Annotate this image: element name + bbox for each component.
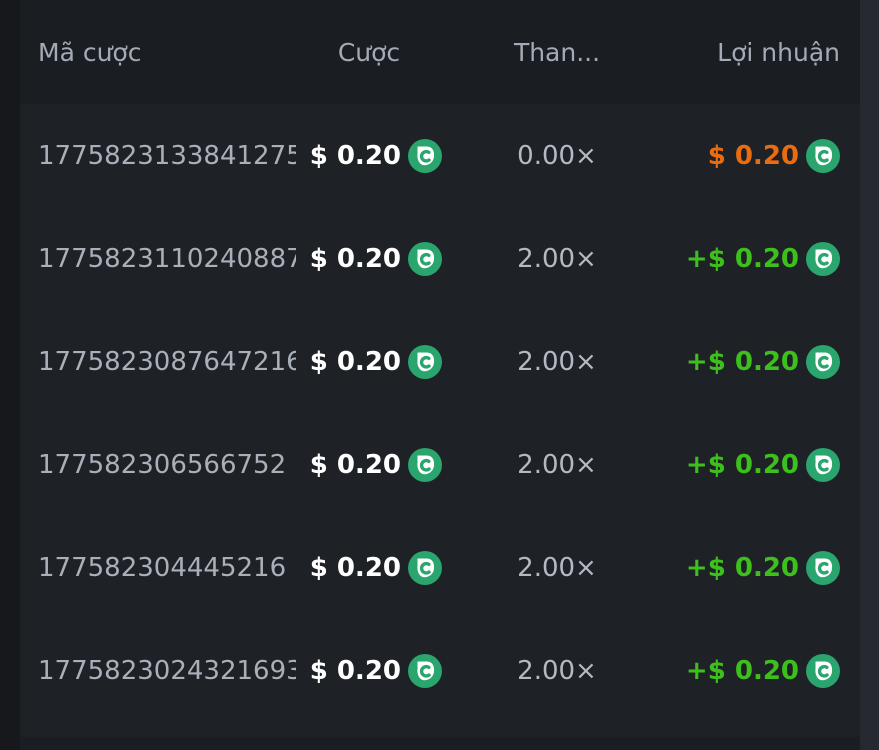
- column-header-payout: Than...: [513, 37, 601, 67]
- bet-amount: $ 0.20: [296, 139, 442, 173]
- coin-icon: [408, 345, 442, 379]
- coin-icon: [806, 551, 840, 585]
- bet-amount: $ 0.20: [296, 551, 442, 585]
- table-bottom-divider: [20, 737, 860, 750]
- bet-history-table: Mã cược Cược Than... Lợi nhuận 177582313…: [20, 0, 860, 750]
- payout-multiplier: 0.00×: [517, 140, 597, 171]
- payout-multiplier: 2.00×: [517, 449, 597, 480]
- left-gutter: [0, 0, 20, 750]
- coin-icon: [408, 551, 442, 585]
- table-body: 1775823133841275 $ 0.20 0.00× $ 0.20 177…: [20, 104, 860, 722]
- coin-icon: [408, 242, 442, 276]
- bet-id: 1775823024321693: [38, 655, 296, 686]
- profit-amount: +$ 0.20: [672, 345, 840, 379]
- table-row[interactable]: 177582304445216 $ 0.20 2.00× +$ 0.20: [20, 516, 860, 619]
- payout-multiplier: 2.00×: [517, 243, 597, 274]
- coin-icon: [408, 654, 442, 688]
- table-row[interactable]: 1775823133841275 $ 0.20 0.00× $ 0.20: [20, 104, 860, 207]
- payout-multiplier: 2.00×: [517, 655, 597, 686]
- column-header-bet: Cược: [337, 37, 401, 67]
- profit-amount: +$ 0.20: [672, 654, 840, 688]
- coin-icon: [806, 448, 840, 482]
- bet-amount: $ 0.20: [296, 654, 442, 688]
- table-header-row: Mã cược Cược Than... Lợi nhuận: [20, 0, 860, 104]
- table-row[interactable]: 1775823110240887 $ 0.20 2.00× +$ 0.20: [20, 207, 860, 310]
- payout-multiplier: 2.00×: [517, 552, 597, 583]
- coin-icon: [408, 448, 442, 482]
- payout-multiplier: 2.00×: [517, 346, 597, 377]
- coin-icon: [806, 345, 840, 379]
- bet-amount: $ 0.20: [296, 448, 442, 482]
- bet-id: 177582306566752: [38, 449, 287, 480]
- coin-icon: [408, 139, 442, 173]
- bet-amount: $ 0.20: [296, 242, 442, 276]
- bet-id: 1775823110240887: [38, 243, 296, 274]
- bet-amount: $ 0.20: [296, 345, 442, 379]
- bet-id: 1775823133841275: [38, 140, 296, 171]
- coin-icon: [806, 654, 840, 688]
- profit-amount: +$ 0.20: [672, 551, 840, 585]
- scrollbar-gutter[interactable]: [860, 0, 879, 750]
- table-row[interactable]: 1775823087647216 $ 0.20 2.00× +$ 0.20: [20, 310, 860, 413]
- table-row[interactable]: 177582306566752 $ 0.20 2.00× +$ 0.20: [20, 413, 860, 516]
- column-header-profit: Lợi nhuận: [717, 37, 840, 67]
- table-row[interactable]: 1775823024321693 $ 0.20 2.00× +$ 0.20: [20, 619, 860, 722]
- bet-id: 177582304445216: [38, 552, 287, 583]
- bet-id: 1775823087647216: [38, 346, 296, 377]
- profit-amount: +$ 0.20: [672, 448, 840, 482]
- column-header-bet-id: Mã cược: [38, 37, 142, 67]
- profit-amount: $ 0.20: [672, 139, 840, 173]
- coin-icon: [806, 242, 840, 276]
- profit-amount: +$ 0.20: [672, 242, 840, 276]
- coin-icon: [806, 139, 840, 173]
